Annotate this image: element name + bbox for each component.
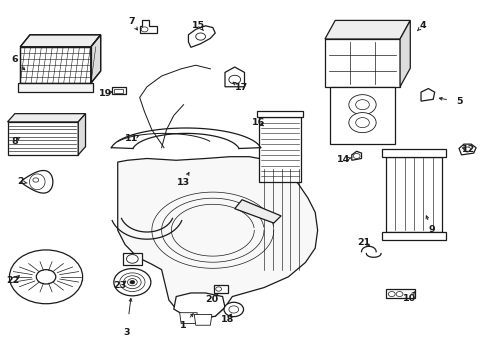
Circle shape xyxy=(352,153,359,158)
Text: 14: 14 xyxy=(337,155,350,164)
Polygon shape xyxy=(234,200,281,223)
Text: 19: 19 xyxy=(99,89,112,98)
Circle shape xyxy=(228,75,240,84)
Text: 9: 9 xyxy=(427,225,434,234)
Circle shape xyxy=(224,302,243,317)
Polygon shape xyxy=(325,21,409,39)
Polygon shape xyxy=(381,232,445,240)
Polygon shape xyxy=(194,315,211,325)
Polygon shape xyxy=(112,87,125,94)
Text: 7: 7 xyxy=(128,17,134,26)
Polygon shape xyxy=(29,174,45,190)
Polygon shape xyxy=(7,122,78,155)
Polygon shape xyxy=(458,144,475,155)
Circle shape xyxy=(355,118,368,128)
Polygon shape xyxy=(213,285,228,293)
Circle shape xyxy=(114,269,151,296)
Text: 4: 4 xyxy=(418,21,425,30)
Polygon shape xyxy=(20,47,91,83)
Circle shape xyxy=(130,280,135,284)
Polygon shape xyxy=(385,157,441,232)
Polygon shape xyxy=(21,171,53,193)
Polygon shape xyxy=(78,114,85,155)
Circle shape xyxy=(355,100,368,110)
Polygon shape xyxy=(91,35,101,83)
Text: 16: 16 xyxy=(251,118,264,127)
Circle shape xyxy=(215,287,221,291)
Text: 8: 8 xyxy=(11,137,18,146)
Polygon shape xyxy=(7,114,85,122)
Text: 2: 2 xyxy=(17,177,23,186)
Text: 13: 13 xyxy=(176,178,189,187)
Polygon shape xyxy=(351,151,361,160)
Text: 22: 22 xyxy=(7,276,20,285)
Polygon shape xyxy=(188,26,215,47)
Polygon shape xyxy=(385,289,414,298)
Circle shape xyxy=(126,255,138,263)
Circle shape xyxy=(141,27,148,32)
Polygon shape xyxy=(179,313,197,323)
Circle shape xyxy=(348,95,375,115)
Polygon shape xyxy=(122,253,142,265)
Circle shape xyxy=(33,178,39,182)
Polygon shape xyxy=(20,35,101,47)
Text: 17: 17 xyxy=(234,83,248,92)
Text: 12: 12 xyxy=(461,145,474,154)
Text: 23: 23 xyxy=(113,281,126,290)
Circle shape xyxy=(348,113,375,133)
Polygon shape xyxy=(114,89,123,93)
Circle shape xyxy=(9,250,82,304)
Polygon shape xyxy=(18,83,93,92)
Text: 10: 10 xyxy=(402,294,415,303)
Polygon shape xyxy=(420,89,434,101)
Text: 18: 18 xyxy=(220,315,234,324)
Text: 11: 11 xyxy=(124,134,138,143)
Text: 1: 1 xyxy=(180,321,186,330)
Polygon shape xyxy=(399,21,409,87)
Polygon shape xyxy=(118,157,317,318)
Polygon shape xyxy=(259,117,300,182)
Text: 21: 21 xyxy=(356,238,369,247)
Polygon shape xyxy=(381,149,445,157)
Polygon shape xyxy=(329,87,394,144)
Circle shape xyxy=(463,147,470,152)
Polygon shape xyxy=(325,39,399,87)
Polygon shape xyxy=(173,293,224,318)
Circle shape xyxy=(387,292,394,297)
Polygon shape xyxy=(256,111,303,117)
Circle shape xyxy=(36,270,56,284)
Polygon shape xyxy=(224,67,244,87)
Polygon shape xyxy=(140,21,157,33)
Circle shape xyxy=(228,306,238,313)
Text: 15: 15 xyxy=(192,21,205,30)
Text: 20: 20 xyxy=(205,294,218,303)
Circle shape xyxy=(395,292,402,297)
Text: 5: 5 xyxy=(455,97,461,106)
Text: 6: 6 xyxy=(11,55,18,64)
Circle shape xyxy=(195,33,205,40)
Text: 3: 3 xyxy=(123,328,129,337)
